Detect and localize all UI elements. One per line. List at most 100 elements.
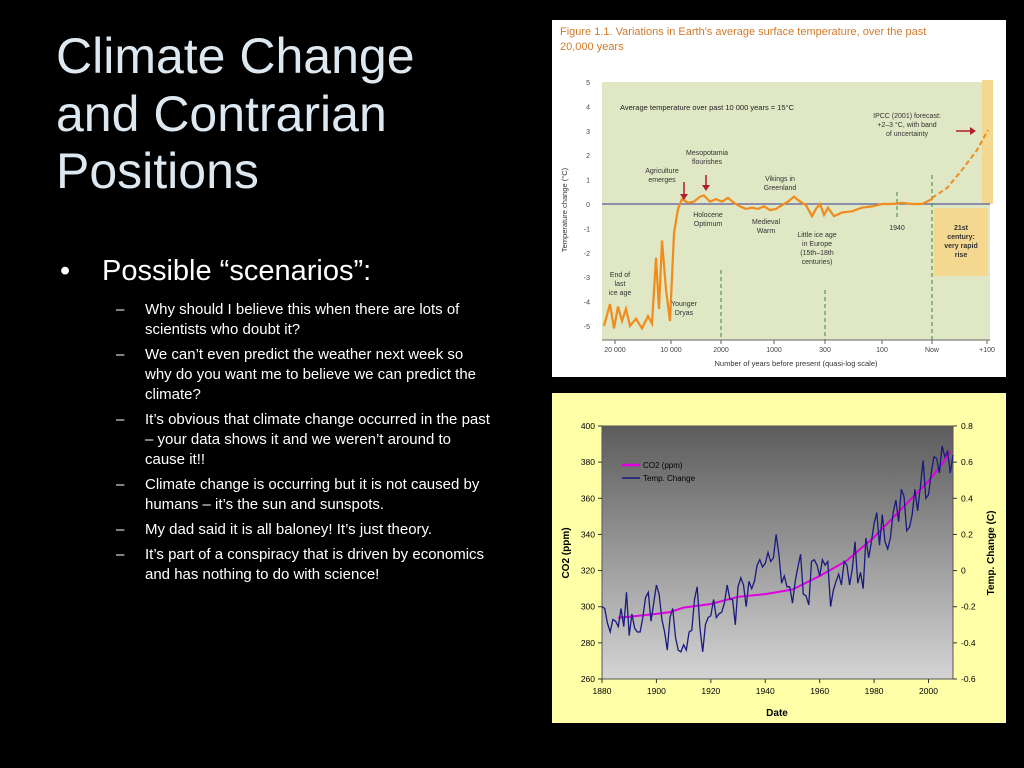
figure-title-line: 20,000 years (560, 41, 624, 53)
annotation-younger-dryas: Younger Dryas (671, 301, 697, 317)
x-tick-label: 20 000 (604, 347, 626, 354)
dash-glyph: – (116, 411, 125, 428)
dash-glyph: – (116, 301, 125, 318)
y-right-tick-label: -0.6 (961, 674, 976, 684)
x-tick-label: 1880 (593, 686, 612, 696)
axes: 400 380 360 340 320 300 280 260 0.8 0.6 0.4 0.2 0 -0.… (581, 421, 976, 696)
dash-glyph: – (116, 546, 125, 563)
annotation-1940: 1940 (889, 225, 905, 232)
co2-temperature-chart: 400 380 360 340 320 300 280 260 0.8 0.6 0.4 0.2 0 -0.… (561, 421, 997, 719)
sub-bullet-text: It’s part of a conspiracy that is driven… (145, 546, 485, 583)
dash-glyph: – (116, 521, 125, 538)
sub-bullet: – My dad said it is all baloney! It’s jus… (60, 520, 490, 540)
y-left-tick-label: 300 (581, 602, 595, 612)
sub-bullet-text: Why should I believe this when there are… (145, 301, 460, 338)
main-bullet: • Possible “scenarios”: (60, 255, 490, 288)
century21-box (934, 208, 988, 276)
sub-bullet-list: – Why should I believe this when there ar… (60, 300, 490, 585)
y-tick-label: 1 (586, 178, 590, 185)
y-right-tick-label: 0.6 (961, 457, 973, 467)
bullet-glyph: • (60, 255, 71, 287)
annotation-agriculture: Agriculture emerges (645, 168, 679, 184)
annotation-mesopotamia: Mesopotamia flourishes (686, 150, 728, 166)
legend-label-co2: CO2 (ppm) (643, 461, 683, 470)
x-tick-label: 1920 (701, 686, 720, 696)
y-left-tick-label: 260 (581, 674, 595, 684)
y-tick-label: -4 (584, 300, 590, 307)
arrow-head (680, 194, 688, 200)
slide-title: Climate Change and Contrarian Positions (56, 28, 516, 201)
annotation-little-ice-age: Little ice age in Europe (15th–18th centuri… (797, 232, 836, 266)
y-right-tick-label: 0 (961, 566, 966, 576)
y-axis-label: Temperature change (°C) (560, 167, 569, 252)
y-left-tick-label: 380 (581, 457, 595, 467)
forecast-uncertainty-band (982, 80, 993, 204)
x-tick-label: 300 (819, 347, 831, 354)
x-tick-label: 1980 (865, 686, 884, 696)
paleo-temperature-figure: Figure 1.1. Variations in Earth's averag… (552, 20, 1006, 377)
main-bullet-text: Possible “scenarios”: (102, 255, 372, 287)
baseline-label: Average temperature over past 10 000 yea… (620, 103, 795, 112)
y-tick-label: -1 (584, 226, 590, 233)
y-left-tick-label: 280 (581, 638, 595, 648)
x-tick-label: 1960 (810, 686, 829, 696)
dash-glyph: – (116, 476, 125, 493)
y-right-tick-label: 0.4 (961, 493, 973, 503)
temperature-series-line (602, 194, 933, 331)
x-tick-label: Now (925, 347, 940, 354)
forecast-line (931, 129, 989, 199)
x-tick-label: 1900 (647, 686, 666, 696)
co2-temperature-figure: 400 380 360 340 320 300 280 260 0.8 0.6 0.4 0.2 0 -0.… (552, 393, 1006, 723)
y-tick-label: 0 (586, 202, 590, 209)
y-left-tick-label: 340 (581, 529, 595, 539)
x-tick-label: 2000 (919, 686, 938, 696)
x-tick-label: 2000 (713, 347, 729, 354)
y-tick-label: -3 (584, 275, 590, 282)
annotation-end-ice-age: End of last ice age (609, 272, 632, 297)
y-tick-label: 2 (586, 153, 590, 160)
y-right-tick-label: -0.2 (961, 602, 976, 612)
legend-label-temp: Temp. Change (643, 474, 696, 483)
title-line: Climate Change (56, 28, 415, 84)
y-tick-label: -2 (584, 251, 590, 258)
temperature-series-line (601, 445, 954, 653)
y-right-tick-label: -0.4 (961, 638, 976, 648)
y-right-tick-label: 0.8 (961, 421, 973, 431)
x-axis-label: Number of years before present (quasi-lo… (715, 359, 878, 368)
sub-bullet: – We can’t even predict the weather next … (60, 345, 490, 405)
sub-bullet: – It’s part of a conspiracy that is drive… (60, 545, 490, 585)
annotation-ipcc: IPCC (2001) forecast: +2–3 °C, with band o… (873, 113, 941, 138)
y-left-tick-label: 360 (581, 493, 595, 503)
sub-bullet: – Climate change is occurring but it is n… (60, 475, 490, 515)
figure-title-line: Figure 1.1. Variations in Earth's averag… (560, 26, 926, 38)
y-tick-label: -5 (584, 324, 590, 331)
x-tick-label: +100 (979, 347, 995, 354)
annotation-holocene: Holocene Optimum (693, 212, 723, 228)
dash-glyph: – (116, 346, 125, 363)
paleo-temperature-chart: Figure 1.1. Variations in Earth's averag… (560, 26, 995, 368)
y-tick-label: 4 (586, 104, 590, 111)
annotation-medieval: Medieval Warm (752, 219, 780, 235)
y-tick-label: 5 (586, 80, 590, 87)
plot-area (601, 425, 954, 680)
y-left-tick-label: 320 (581, 566, 595, 576)
arrow-head (702, 185, 710, 191)
y-tick-label: 3 (586, 129, 590, 136)
y-axis: 5 4 3 2 1 0 -1 -2 -3 -4 -5 (584, 80, 590, 331)
sub-bullet-text: We can’t even predict the weather next w… (145, 346, 477, 403)
x-tick-label: 1000 (766, 347, 782, 354)
y-right-tick-label: 0.2 (961, 529, 973, 539)
x-tick-label: 100 (876, 347, 888, 354)
x-tick-label: 10 000 (660, 347, 682, 354)
title-line: and Contrarian (56, 85, 387, 142)
sub-bullet-text: It’s obvious that climate change occurre… (145, 411, 490, 468)
x-axis-label: Date (766, 708, 788, 719)
sub-bullet: – It’s obvious that climate change occurr… (60, 410, 490, 470)
x-tick-label: 1940 (756, 686, 775, 696)
y-axis-label-right: Temp. Change (C) (986, 511, 997, 596)
legend: CO2 (ppm) Temp. Change (622, 461, 696, 483)
x-axis: 20 000 10 000 2000 1000 300 100 Now +100 (602, 339, 995, 354)
sub-bullet-text: My dad said it is all baloney! It’s just… (145, 521, 433, 538)
y-axis-label-left: CO2 (ppm) (561, 527, 572, 578)
annotation-vikings: Vikings in Greenland (764, 176, 797, 192)
